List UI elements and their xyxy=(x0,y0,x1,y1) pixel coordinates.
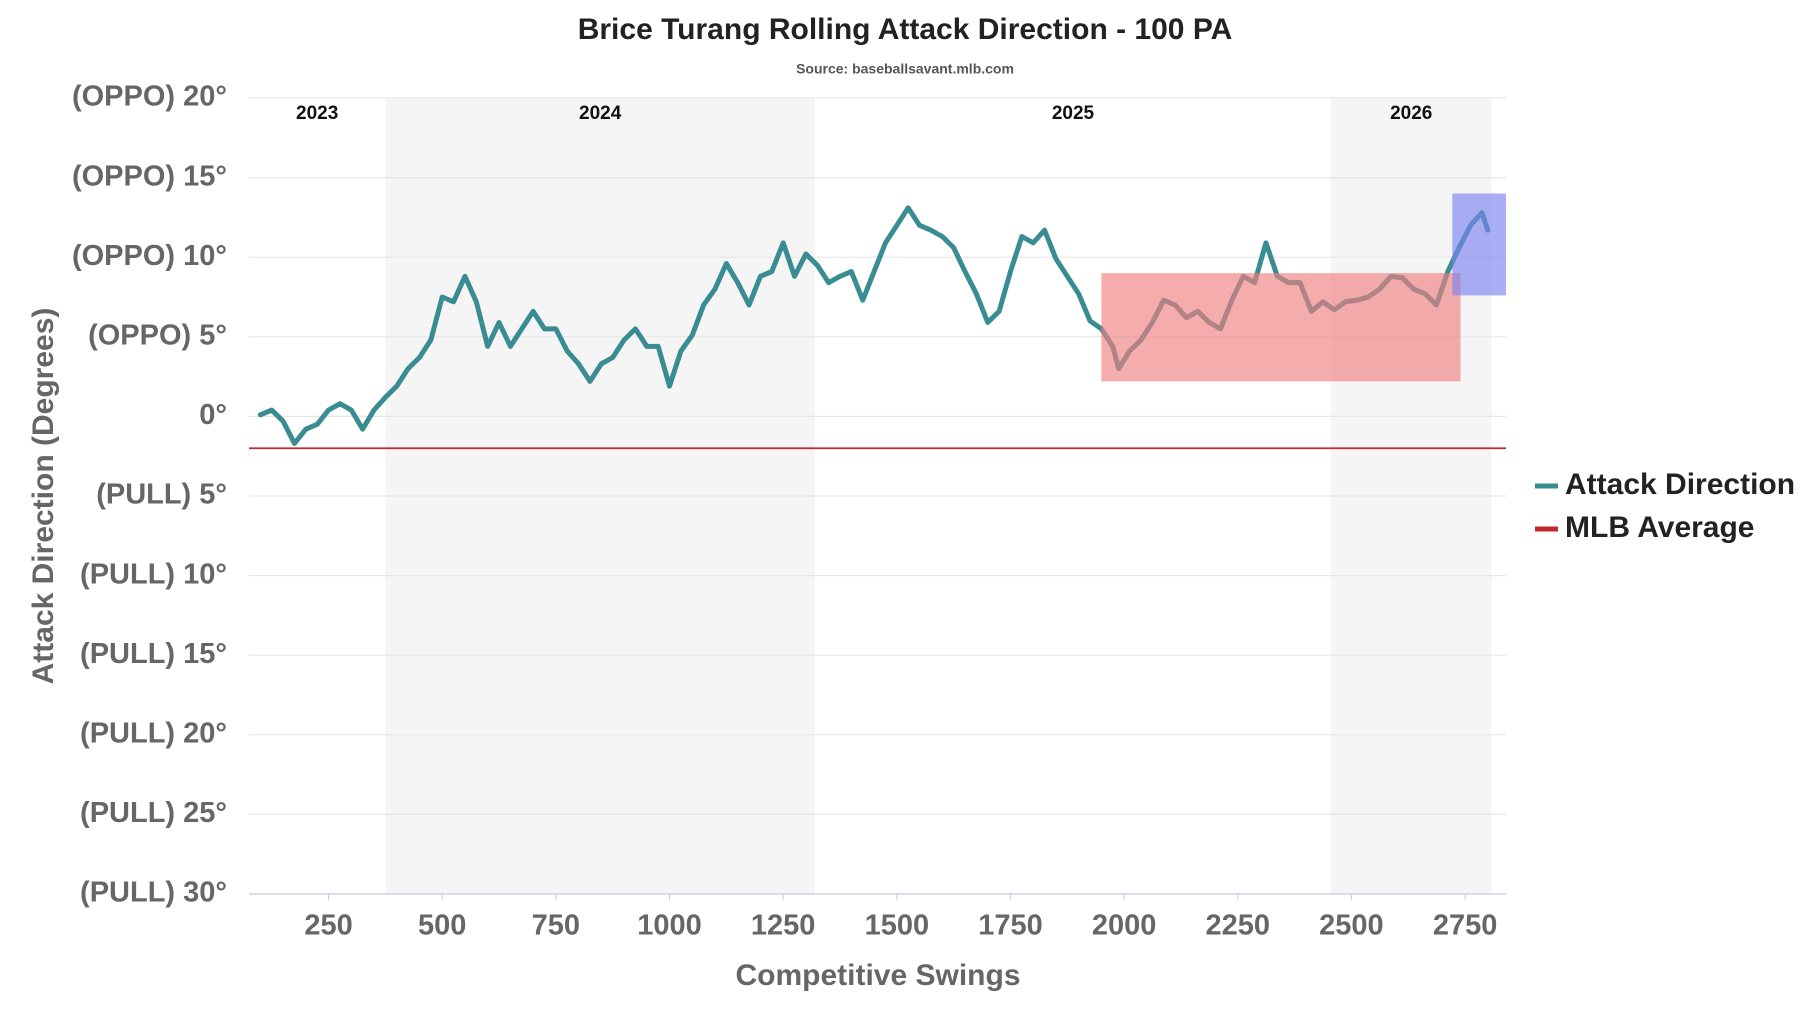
season-label: 2026 xyxy=(1390,103,1432,124)
season-label: 2025 xyxy=(1052,103,1095,124)
y-tick-label: (PULL) 20° xyxy=(80,717,227,749)
x-tick-label: 2000 xyxy=(1092,910,1157,942)
x-tick-label: 1250 xyxy=(751,910,816,942)
x-tick-label: 500 xyxy=(418,910,466,942)
y-tick-label: (PULL) 30° xyxy=(80,877,227,909)
y-axis-title: Attack Direction (Degrees) xyxy=(27,308,60,685)
y-tick-label: (OPPO) 5° xyxy=(88,319,227,351)
y-tick-label: (PULL) 15° xyxy=(80,638,227,670)
x-tick-label: 2750 xyxy=(1433,910,1498,942)
y-tick-label: (OPPO) 20° xyxy=(72,81,227,113)
legend-label: Attack Direction xyxy=(1565,468,1795,501)
legend-label: MLB Average xyxy=(1565,511,1755,544)
y-tick-label: (OPPO) 10° xyxy=(72,240,227,272)
x-tick-label: 1500 xyxy=(865,910,930,942)
season-label: 2024 xyxy=(579,103,622,124)
y-tick-label: (PULL) 25° xyxy=(80,797,227,829)
x-tick-label: 1000 xyxy=(637,910,702,942)
season-label: 2023 xyxy=(296,103,338,124)
chart-subtitle: Source: baseballsavant.mlb.com xyxy=(796,61,1014,77)
y-tick-label: (PULL) 10° xyxy=(80,558,227,590)
y-tick-label: (PULL) 5° xyxy=(96,479,227,511)
x-tick-label: 2250 xyxy=(1206,910,1271,942)
chart-title: Brice Turang Rolling Attack Direction - … xyxy=(578,13,1233,46)
x-tick-label: 250 xyxy=(304,910,352,942)
highlight-box xyxy=(1101,273,1461,382)
x-tick-label: 1750 xyxy=(978,910,1043,942)
y-tick-label: (OPPO) 15° xyxy=(72,160,227,192)
x-tick-label: 750 xyxy=(532,910,580,942)
highlight-box xyxy=(1452,193,1506,296)
x-tick-label: 2500 xyxy=(1319,910,1384,942)
x-axis-title: Competitive Swings xyxy=(735,959,1020,992)
y-tick-label: 0° xyxy=(199,399,227,431)
